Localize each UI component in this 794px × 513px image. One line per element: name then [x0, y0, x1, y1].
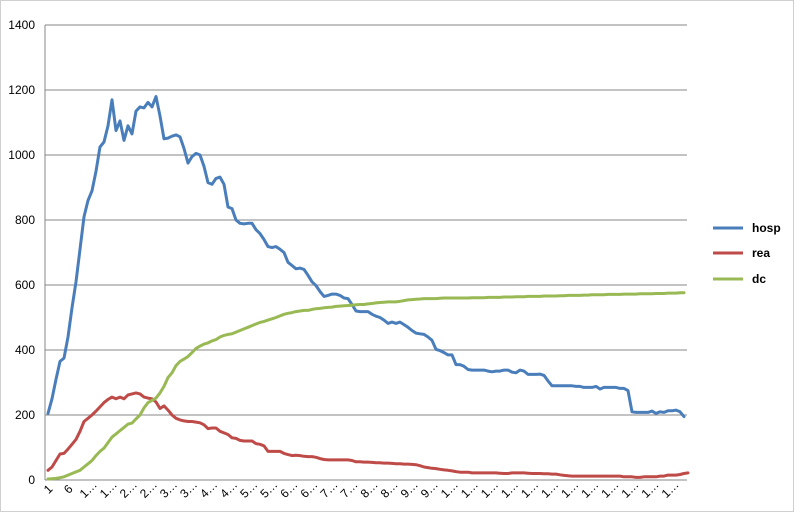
x-tick-label: 4… [197, 478, 220, 501]
legend-label-dc: dc [752, 272, 766, 286]
x-tick-label: 8… [358, 478, 381, 501]
x-tick-label: 8… [378, 478, 401, 501]
x-tick-label: 6 [61, 482, 76, 497]
x-tick-label: 9… [398, 478, 421, 501]
x-tick-label: 1… [97, 478, 120, 501]
legend-label-hosp: hosp [752, 221, 781, 235]
x-tick-label: 3… [157, 478, 180, 501]
x-tick-label: 6… [277, 478, 300, 501]
x-tick-label: 1… [659, 478, 682, 501]
y-tick-label: 1400 [8, 18, 35, 32]
x-tick-label: 1… [77, 478, 100, 501]
y-tick-label: 800 [15, 213, 35, 227]
x-tick-label: 1… [638, 478, 661, 501]
series-lines [46, 95, 690, 481]
x-tick-label: 1… [498, 478, 521, 501]
x-tick-label: 2… [117, 478, 140, 501]
x-tick-label: 1 [41, 482, 56, 497]
x-tick-label: 1… [558, 478, 581, 501]
legend: hosp rea dc [713, 221, 781, 286]
y-tick-label: 200 [15, 408, 35, 422]
x-tick-label: 1… [538, 478, 561, 501]
x-tick-label: 1… [438, 478, 461, 501]
y-tick-label: 600 [15, 278, 35, 292]
x-tick-label: 1… [458, 478, 481, 501]
x-axis-tick-labels: 1 6 1…1…2…2…3…3…4…4…5…5…6…6…7…7…8…8…9…9…1…… [41, 478, 682, 501]
y-tick-label: 1000 [8, 148, 35, 162]
y-axis-tick-labels: 0 200 400 600 800 1000 1200 1400 [8, 18, 35, 487]
series-line-hosp [46, 95, 686, 419]
x-tick-label: 9… [418, 478, 441, 501]
series-line-rea [46, 391, 690, 479]
x-tick-label: 1… [578, 478, 601, 501]
x-tick-label: 1… [478, 478, 501, 501]
x-tick-label: 2… [137, 478, 160, 501]
x-tick-label: 6… [297, 478, 320, 501]
legend-label-rea: rea [752, 246, 770, 260]
x-tick-label: 7… [317, 478, 340, 501]
x-tick-label: 1… [518, 478, 541, 501]
x-tick-label: 4… [217, 478, 240, 501]
x-tick-label: 5… [237, 478, 260, 501]
axes [44, 25, 687, 481]
x-tick-label: 5… [257, 478, 280, 501]
series-line-dc [46, 291, 686, 481]
x-tick-label: 3… [177, 478, 200, 501]
x-tick-label: 7… [338, 478, 361, 501]
x-tick-label: 1… [618, 478, 641, 501]
x-tick-label: 1… [598, 478, 621, 501]
y-tick-label: 400 [15, 343, 35, 357]
gridlines [45, 24, 687, 416]
y-tick-label: 0 [28, 473, 35, 487]
y-tick-label: 1200 [8, 83, 35, 97]
